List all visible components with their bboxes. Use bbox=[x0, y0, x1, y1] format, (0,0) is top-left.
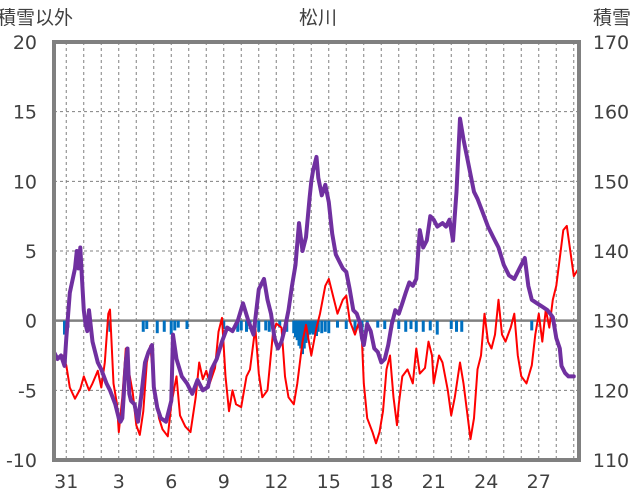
precipitation-bar bbox=[404, 320, 408, 332]
x-tick-label: 3 bbox=[113, 471, 125, 493]
right-y-tick-label: 140 bbox=[593, 241, 629, 263]
precipitation-bar bbox=[308, 320, 311, 335]
precipitation-bar bbox=[162, 320, 166, 332]
precipitation-bar bbox=[530, 320, 534, 331]
right-y-tick-label: 160 bbox=[593, 102, 629, 124]
precipitation-bar bbox=[409, 320, 413, 330]
precipitation-bar bbox=[295, 320, 299, 341]
precipitation-bar bbox=[428, 320, 432, 331]
precipitation-bar bbox=[353, 320, 357, 332]
precipitation-bar bbox=[169, 320, 173, 335]
precipitation-bar bbox=[414, 320, 418, 332]
x-tick-label: 21 bbox=[422, 471, 446, 493]
precipitation-bar bbox=[264, 320, 268, 331]
snow-depth-line bbox=[52, 116, 576, 424]
left-y-tick-label: 5 bbox=[25, 241, 37, 263]
precipitation-bar bbox=[176, 320, 180, 328]
precipitation-bar bbox=[145, 320, 149, 330]
right-axis-label: 積雪 bbox=[593, 7, 631, 29]
precipitation-bar bbox=[278, 320, 282, 328]
x-tick-label: 31 bbox=[54, 471, 78, 493]
precipitation-bar bbox=[173, 320, 177, 331]
left-y-tick-label: 0 bbox=[25, 311, 37, 333]
series-lines bbox=[52, 116, 579, 445]
chart-title: 松川 bbox=[299, 7, 337, 29]
precipitation-bar bbox=[309, 320, 313, 334]
precipitation-bar bbox=[267, 320, 271, 332]
left-y-tick-label: -5 bbox=[18, 380, 37, 402]
precipitation-bar bbox=[294, 320, 297, 338]
x-tick-label: 12 bbox=[264, 471, 288, 493]
x-tick-label: 15 bbox=[317, 471, 341, 493]
x-tick-label: 9 bbox=[218, 471, 230, 493]
precipitation-bar bbox=[222, 320, 226, 330]
precipitation-bar bbox=[292, 320, 296, 334]
precipitation-bar bbox=[344, 320, 348, 330]
right-y-tick-label: 130 bbox=[593, 311, 629, 333]
plot-frame bbox=[52, 40, 581, 462]
right-y-tick-label: 150 bbox=[593, 171, 629, 193]
precipitation-bar bbox=[63, 320, 66, 335]
precipitation-bar bbox=[455, 320, 458, 332]
precipitation-bar bbox=[185, 320, 189, 330]
right-y-tick-label: 110 bbox=[593, 450, 629, 472]
left-axis-label: 積雪以外 bbox=[0, 7, 73, 29]
precipitation-bar bbox=[383, 320, 387, 330]
precipitation-bar bbox=[435, 320, 439, 335]
right-y-tick-label: 170 bbox=[593, 32, 629, 54]
x-tick-label: 18 bbox=[369, 471, 393, 493]
precipitation-bar bbox=[336, 320, 339, 328]
precipitation-bar bbox=[141, 320, 145, 332]
precipitation-bar bbox=[299, 320, 303, 349]
precipitation-bar bbox=[239, 320, 243, 331]
precipitation-bar bbox=[421, 320, 425, 332]
precipitation-bar bbox=[297, 320, 301, 346]
precipitation-bars bbox=[63, 320, 534, 355]
precipitation-bar bbox=[313, 320, 317, 334]
precipitation-bar bbox=[397, 320, 401, 330]
x-tick-label: 27 bbox=[527, 471, 551, 493]
precipitation-bar bbox=[320, 320, 324, 334]
temperature-line bbox=[53, 224, 579, 445]
precipitation-bar bbox=[304, 320, 308, 343]
left-y-tick-label: 20 bbox=[13, 32, 37, 54]
x-tick-label: 6 bbox=[165, 471, 177, 493]
precipitation-bar bbox=[323, 320, 327, 332]
left-y-tick-label: -10 bbox=[6, 450, 37, 472]
precipitation-bar bbox=[316, 320, 320, 332]
precipitation-bar bbox=[449, 320, 453, 330]
x-tick-label: 24 bbox=[474, 471, 498, 493]
precipitation-bar bbox=[376, 320, 380, 328]
precipitation-bar bbox=[257, 320, 261, 332]
precipitation-bar bbox=[327, 320, 331, 334]
left-y-ticks: 20 15 10 5 0 -5 -10 bbox=[6, 32, 37, 472]
x-ticks: 31 3 6 9 12 15 18 21 24 27 bbox=[54, 471, 551, 493]
right-y-ticks: 170 160 150 140 130 120 110 bbox=[593, 32, 629, 472]
precipitation-bar bbox=[245, 320, 248, 332]
precipitation-bar bbox=[460, 320, 464, 332]
precipitation-bar bbox=[236, 320, 240, 332]
precipitation-bar bbox=[155, 320, 159, 334]
left-y-tick-label: 10 bbox=[13, 171, 37, 193]
left-y-tick-label: 15 bbox=[13, 102, 37, 124]
precipitation-bar bbox=[306, 320, 310, 338]
right-y-tick-label: 120 bbox=[593, 380, 629, 402]
precipitation-bar bbox=[311, 320, 315, 335]
